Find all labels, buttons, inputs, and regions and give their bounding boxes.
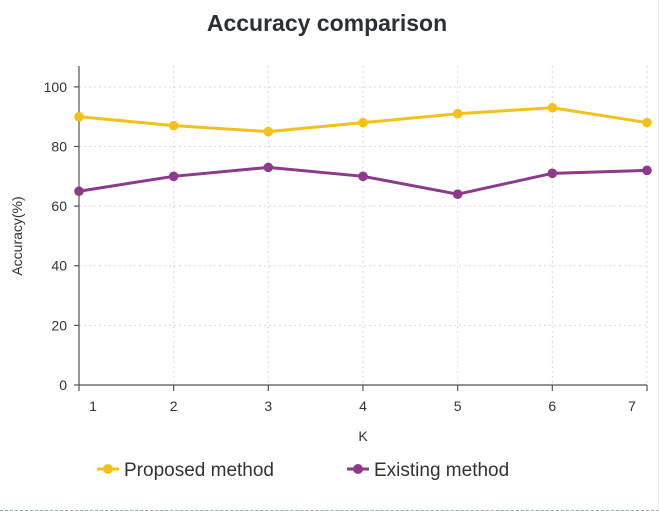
gridlines	[79, 66, 648, 385]
data-point-series-2	[452, 189, 463, 199]
data-point-series-1	[168, 120, 179, 131]
data-point-series-1	[358, 117, 368, 128]
data-point-series-1	[642, 117, 652, 128]
x-tick-label: 6	[548, 398, 556, 414]
data-point-series-2	[358, 171, 368, 182]
data-point-series-2	[263, 162, 274, 173]
series-lines	[74, 102, 652, 199]
legend-marker-2	[353, 464, 363, 474]
x-tick-label: 7	[628, 398, 636, 414]
data-point-series-1	[452, 108, 463, 119]
x-tick-label: 2	[170, 398, 178, 414]
y-tick-label: 100	[44, 79, 68, 95]
y-tick-label: 60	[51, 198, 67, 214]
data-point-series-2	[168, 171, 179, 182]
legend-label-1: Proposed method	[124, 460, 274, 481]
data-point-series-1	[547, 102, 558, 113]
legend: Proposed method Existing method	[97, 460, 509, 481]
x-tick-label: 4	[359, 398, 367, 414]
legend-label-2: Existing method	[374, 460, 509, 481]
data-point-series-1	[74, 111, 84, 122]
data-point-series-2	[547, 168, 558, 179]
legend-marker-1	[103, 464, 113, 474]
axes: 0 20 40 60 80 100 1 2 3 4 5 6 7	[44, 66, 648, 414]
data-point-series-2	[74, 186, 84, 197]
y-tick-label: 20	[51, 317, 67, 333]
y-tick-label: 40	[51, 258, 67, 274]
y-tick-label: 80	[51, 138, 67, 154]
y-tick-label: 0	[59, 377, 67, 393]
x-tick-label: 5	[454, 398, 462, 414]
data-point-series-2	[642, 165, 652, 176]
x-axis-label: K	[358, 428, 368, 444]
y-axis-label: Accuracy(%)	[9, 196, 25, 275]
chart-title: Accuracy comparison	[207, 10, 447, 36]
x-tick-label: 1	[89, 398, 97, 414]
x-tick-label: 3	[264, 398, 272, 414]
data-point-series-1	[263, 126, 274, 137]
